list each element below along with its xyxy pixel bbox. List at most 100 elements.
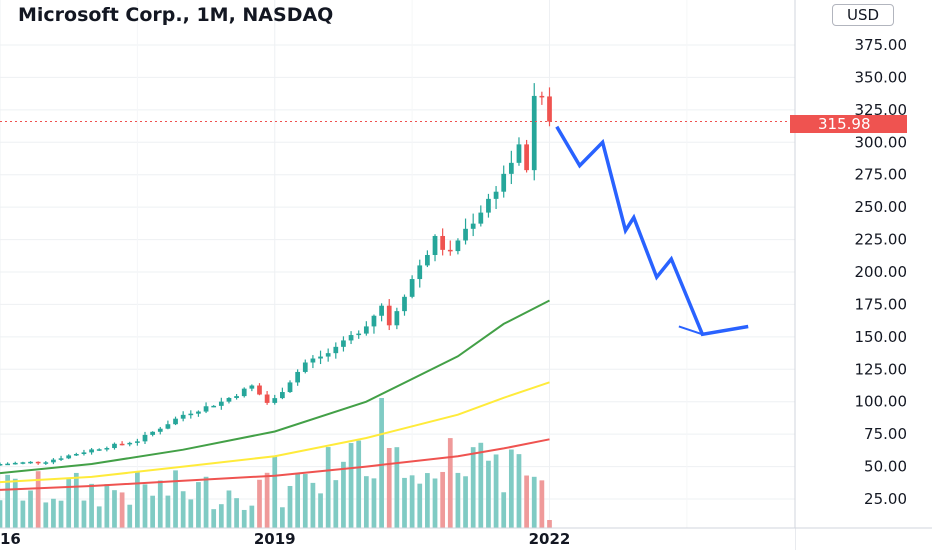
candle-body	[211, 405, 217, 408]
price-tick-label: 375.00	[855, 36, 908, 54]
candle-body	[539, 95, 545, 98]
volume-bar	[73, 472, 79, 528]
volume-bar	[173, 470, 178, 528]
candle-body	[51, 459, 56, 463]
candle-body	[20, 462, 26, 464]
volume-bar	[234, 498, 239, 528]
volume-bar	[501, 492, 507, 528]
volume-bar	[211, 509, 217, 528]
volume-bar	[394, 447, 400, 528]
time-axis-background	[0, 528, 795, 550]
volume-bar	[447, 438, 453, 528]
candle-body	[112, 443, 117, 449]
volume-bar	[0, 500, 3, 528]
candle-body	[379, 305, 384, 316]
volume-bar	[325, 447, 331, 528]
candle-body	[447, 249, 453, 252]
candle-body	[81, 452, 87, 455]
price-tick-label: 250.00	[855, 198, 908, 216]
volume-bar	[470, 447, 476, 528]
candle-body	[28, 461, 33, 464]
time-tick-label: 16	[0, 530, 21, 548]
price-tick-label: 150.00	[855, 328, 908, 346]
candle-body	[249, 385, 255, 389]
candle-body	[58, 458, 64, 460]
candle-body	[341, 340, 346, 347]
currency-button[interactable]: USD	[832, 4, 894, 26]
candle-body	[0, 463, 3, 466]
moving-average-lines	[0, 299, 550, 491]
volume-bar	[119, 492, 125, 528]
candle-body	[356, 333, 362, 336]
volume-bar	[157, 480, 163, 528]
candle-body	[203, 406, 209, 412]
volume-bar	[5, 474, 10, 528]
candle-body	[493, 191, 499, 199]
time-tick-label: 2019	[254, 530, 296, 548]
volume-bar	[264, 472, 270, 528]
volume-bar	[295, 473, 301, 528]
price-tick-label: 50.00	[864, 458, 907, 476]
candle-body	[5, 463, 10, 466]
candle-body	[127, 442, 133, 445]
volume-bar	[165, 495, 171, 528]
volume-bar	[150, 495, 156, 528]
volume-bar	[12, 478, 18, 528]
volume-bar	[310, 482, 316, 528]
volume-bar	[241, 509, 247, 528]
volume-bar	[508, 449, 514, 528]
candle-body	[325, 353, 331, 357]
volume-bar	[478, 442, 484, 528]
candle-body	[272, 398, 278, 403]
candle-body	[302, 362, 308, 372]
chart-grid	[0, 0, 795, 528]
candle-body	[409, 279, 415, 297]
volume-bar	[257, 479, 262, 528]
volume-bar	[516, 454, 522, 528]
volume-bar	[188, 499, 194, 528]
time-axis: 16 2019 2022	[0, 527, 932, 550]
volume-bar	[440, 471, 446, 528]
volume-bar	[287, 485, 293, 528]
price-tick-label: 300.00	[855, 133, 908, 151]
price-tick-label: 100.00	[855, 393, 908, 411]
candle-body	[264, 394, 270, 403]
candle-body	[371, 315, 377, 327]
price-tick-label: 350.00	[855, 68, 908, 86]
volume-bar	[280, 507, 285, 528]
volume-bar	[218, 504, 224, 528]
candle-body	[165, 424, 171, 429]
volume-bar	[51, 498, 56, 528]
volume-bar	[112, 490, 117, 528]
volume-bar	[341, 461, 346, 528]
price-axis-background	[795, 0, 932, 550]
volume-bar	[66, 479, 72, 528]
price-tick-label: 175.00	[855, 295, 908, 313]
candle-body	[257, 385, 262, 395]
candle-body	[196, 411, 201, 414]
volume-bar	[226, 490, 232, 528]
candle-body	[280, 392, 285, 399]
candle-body	[135, 441, 140, 443]
volume-bar	[379, 398, 384, 528]
price-tick-label: 75.00	[864, 425, 907, 443]
candle-body	[432, 235, 438, 255]
volume-bar	[81, 500, 87, 528]
candle-body	[73, 454, 79, 456]
candle-body	[417, 265, 423, 280]
candle-body	[218, 401, 224, 406]
candle-body	[35, 461, 41, 464]
volume-bar	[127, 504, 133, 528]
candle-body	[386, 305, 392, 326]
candle-body	[173, 418, 178, 425]
candle-body	[241, 388, 247, 397]
candle-body	[310, 358, 316, 363]
volume-bar	[96, 506, 102, 528]
volume-bar	[180, 491, 186, 528]
candle-body	[363, 326, 369, 334]
volume-bar	[142, 484, 148, 528]
candle-body	[425, 254, 430, 266]
moving-average-yellow	[0, 381, 550, 484]
price-axis: 25.00 50.00 75.00 100.00 125.00 150.00 175.00 2…	[794, 0, 932, 550]
